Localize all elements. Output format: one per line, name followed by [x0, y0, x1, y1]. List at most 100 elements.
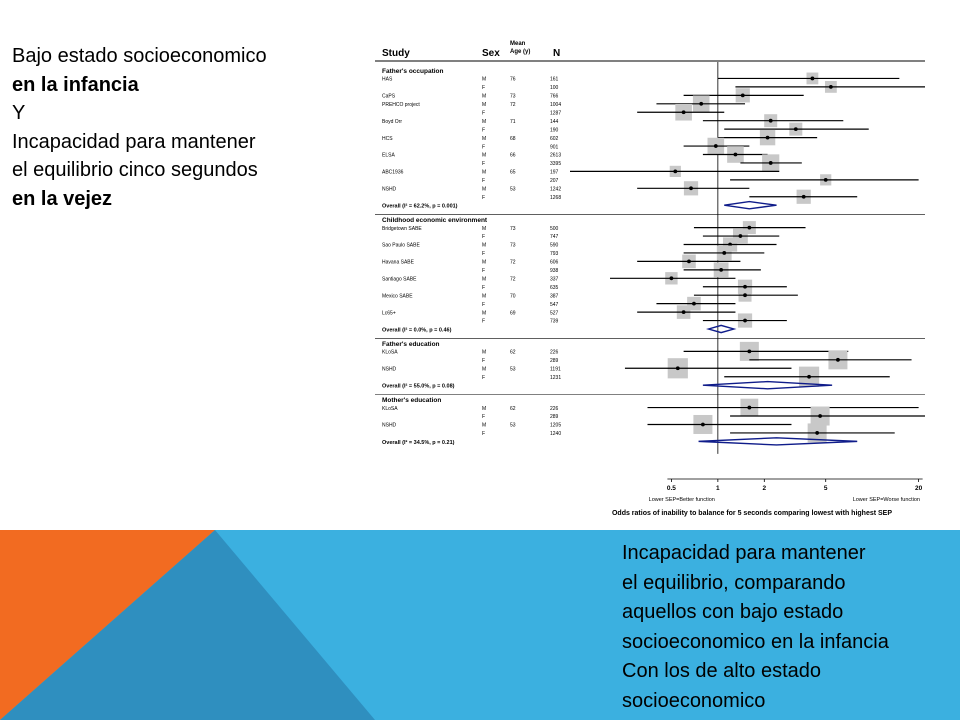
- estimate-dot: [768, 118, 773, 123]
- slide-title: Bajo estado socioeconomico en la infanci…: [12, 42, 342, 213]
- study-label: CaPS: [382, 94, 396, 100]
- study-label: ABC1936: [382, 170, 404, 176]
- header-age: Age (y): [510, 49, 530, 55]
- header-age: Mean: [510, 41, 526, 47]
- sex-label: F: [482, 195, 485, 201]
- n-label: 527: [550, 310, 559, 316]
- x-axis-title: Odds ratios of inability to balance for …: [612, 510, 892, 517]
- n-label: 226: [550, 350, 559, 356]
- estimate-dot: [765, 135, 770, 140]
- sex-label: M: [482, 136, 486, 142]
- n-label: 590: [550, 243, 559, 249]
- study-label: HAS: [382, 77, 393, 83]
- estimate-dot: [738, 234, 743, 238]
- study-label: KLoSA: [382, 350, 398, 356]
- n-label: 602: [550, 136, 559, 142]
- sex-label: M: [482, 406, 486, 412]
- n-label: 289: [550, 414, 559, 420]
- estimate-dot: [747, 405, 752, 410]
- n-label: 100: [550, 85, 559, 91]
- sex-label: F: [482, 302, 485, 308]
- n-label: 2613: [550, 153, 561, 159]
- study-label: Boyd Orr: [382, 119, 402, 125]
- caption-line: socioeconomico en la infancia: [622, 630, 889, 653]
- estimate-dot: [689, 186, 693, 191]
- overall-label: Overall (I² = 0.0%, p = 0.46): [382, 326, 452, 333]
- estimate-dot: [793, 127, 798, 132]
- age-label: 72: [510, 260, 516, 266]
- estimate-dot: [701, 422, 705, 427]
- sex-label: F: [482, 234, 485, 240]
- age-label: 73: [510, 226, 516, 232]
- sex-label: M: [482, 153, 486, 159]
- sex-label: M: [482, 366, 486, 372]
- age-label: 70: [510, 293, 516, 299]
- n-label: 1191: [550, 366, 561, 372]
- estimate-dot: [823, 177, 828, 182]
- n-label: 161: [550, 77, 559, 83]
- estimate-dot: [713, 144, 718, 148]
- title-line: en la vejez: [12, 187, 113, 210]
- sex-label: M: [482, 226, 486, 232]
- age-label: 53: [510, 366, 516, 372]
- direction-left: Lower SEP=Better function: [649, 497, 715, 503]
- summary-diamond: [705, 324, 737, 334]
- sex-label: F: [482, 127, 485, 133]
- title-line: Incapacidad para mantener: [12, 130, 256, 153]
- estimate-dot: [681, 310, 686, 314]
- caption-line: Incapacidad para mantener: [622, 542, 866, 564]
- sex-label: F: [482, 319, 485, 325]
- sex-label: M: [482, 423, 486, 429]
- sex-label: M: [482, 77, 486, 83]
- overall-label: Overall (I² = 34.5%, p = 0.21): [382, 439, 455, 446]
- x-tick-label: 1: [716, 485, 720, 492]
- study-label: NSHD: [382, 423, 397, 429]
- age-label: 69: [510, 310, 516, 316]
- title-line: en la infancia: [12, 73, 139, 96]
- title-line: Bajo estado socioeconomico: [12, 45, 267, 67]
- sex-label: F: [482, 375, 485, 381]
- sex-label: F: [482, 251, 485, 257]
- estimate-dot: [673, 169, 678, 174]
- sex-label: M: [482, 119, 486, 125]
- x-tick-label: 2: [762, 485, 766, 492]
- forest-plot: Study Sex Mean Age (y) N Father's occupation H…: [365, 38, 930, 520]
- study-label: KLoSA: [382, 406, 398, 412]
- n-label: 289: [550, 358, 559, 364]
- header-n: N: [553, 48, 560, 59]
- sex-label: M: [482, 94, 486, 100]
- title-line: el equilibrio cinco segundos: [12, 159, 258, 181]
- age-label: 53: [510, 187, 516, 193]
- estimate-dot: [681, 110, 686, 115]
- study-label: Bridgetown SABE: [382, 226, 422, 232]
- age-label: 73: [510, 94, 516, 100]
- age-label: 73: [510, 243, 516, 249]
- summary-diamond: [698, 437, 858, 446]
- n-label: 1205: [550, 423, 561, 429]
- estimate-dot: [728, 242, 732, 247]
- age-label: 71: [510, 119, 516, 125]
- estimate-dot: [768, 161, 773, 165]
- header-sex: Sex: [482, 48, 500, 59]
- sex-label: M: [482, 276, 486, 282]
- sex-label: F: [482, 144, 485, 150]
- estimate-dot: [747, 349, 752, 354]
- age-label: 76: [510, 77, 516, 83]
- overall-label: Overall (I² = 55.0%, p = 0.08): [382, 383, 455, 390]
- sex-label: M: [482, 310, 486, 316]
- n-label: 747: [550, 234, 559, 240]
- direction-right: Lower SEP=Worse function: [853, 497, 920, 503]
- n-label: 901: [550, 144, 559, 150]
- section-label: Father's occupation: [382, 68, 444, 75]
- age-label: 53: [510, 423, 516, 429]
- estimate-dot: [740, 93, 745, 98]
- caption-line: el equilibrio, comparando: [622, 571, 846, 594]
- sex-label: F: [482, 285, 485, 291]
- n-label: 606: [550, 260, 559, 266]
- n-label: 500: [550, 226, 559, 232]
- estimate-dot: [818, 414, 823, 418]
- n-label: 1231: [550, 375, 561, 381]
- sex-label: F: [482, 85, 485, 91]
- estimate-dot: [807, 374, 811, 379]
- estimate-dot: [692, 301, 696, 306]
